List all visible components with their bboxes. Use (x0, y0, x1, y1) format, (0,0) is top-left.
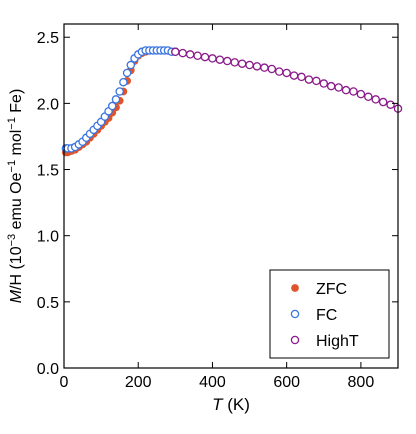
legend-marker-zfc (291, 284, 299, 292)
x-tick-label: 200 (125, 374, 152, 391)
legend-label-fc: FC (316, 307, 337, 324)
data-point-hight (319, 79, 329, 88)
y-tick-label: 2.0 (37, 96, 59, 113)
data-point-fc (115, 87, 124, 96)
data-point-hight (230, 58, 239, 67)
legend-marker-hight (290, 335, 300, 345)
data-point-hight (215, 55, 225, 64)
data-point-hight (304, 75, 314, 84)
data-point-hight (334, 83, 343, 92)
x-tick-label: 800 (348, 374, 375, 391)
legend-marker-fc (290, 309, 300, 319)
data-point-hight (378, 97, 388, 107)
y-tick-label: 1.0 (37, 229, 59, 246)
legend-label-zfc: ZFC (316, 281, 347, 298)
x-tick-label: 600 (273, 374, 300, 391)
data-point-hight (237, 59, 247, 68)
data-point-fc (122, 68, 132, 78)
data-point-hight (371, 95, 380, 104)
data-point-hight (326, 81, 336, 91)
data-point-fc (111, 95, 121, 104)
data-point-fc (126, 60, 136, 70)
y-tick-label: 1.5 (37, 163, 59, 180)
y-tick-label: 2.5 (37, 30, 59, 47)
legend-box (269, 269, 390, 359)
data-point-hight (364, 92, 373, 102)
series-hight (171, 47, 403, 113)
data-point-hight (208, 54, 217, 63)
data-point-hight (185, 50, 195, 59)
y-axis-label: M/H (10−3 emu Oe−1 mol−1 Fe) (6, 89, 25, 304)
data-point-hight (282, 68, 291, 78)
plot-frame (63, 23, 399, 369)
data-point-hight (312, 76, 321, 86)
x-axis-label: T (K) (212, 395, 250, 414)
x-tick-label: 0 (60, 374, 69, 391)
data-point-hight (274, 67, 284, 76)
legend-label-hight: HighT (316, 333, 359, 350)
data-point-hight (252, 62, 262, 71)
legend: ZFC FC HighT (269, 269, 390, 359)
x-tick-label: 400 (199, 374, 226, 391)
data-point-hight (178, 48, 188, 58)
data-point-fc (119, 77, 128, 87)
data-point-hight (260, 63, 269, 72)
data-point-fc (107, 101, 117, 111)
data-point-hight (245, 60, 254, 70)
plot-area (61, 46, 403, 157)
y-tick-label: 0.5 (37, 295, 59, 312)
axis-ticks: 0 200 400 600 800 0.0 0.5 1.0 1.5 2.0 2.5 (37, 24, 398, 391)
data-point-hight (193, 51, 202, 61)
data-point-hight (171, 47, 180, 57)
series-fc (61, 46, 180, 153)
data-point-hight (223, 56, 232, 66)
data-point-hight (267, 64, 277, 74)
data-point-hight (200, 52, 210, 62)
data-point-hight (289, 71, 299, 80)
data-point-hight (349, 87, 358, 96)
y-tick-label: 0.0 (37, 361, 59, 378)
data-point-hight (297, 72, 306, 82)
data-point-hight (356, 89, 366, 99)
data-point-hight (341, 85, 351, 95)
data-point-hight (386, 100, 395, 109)
